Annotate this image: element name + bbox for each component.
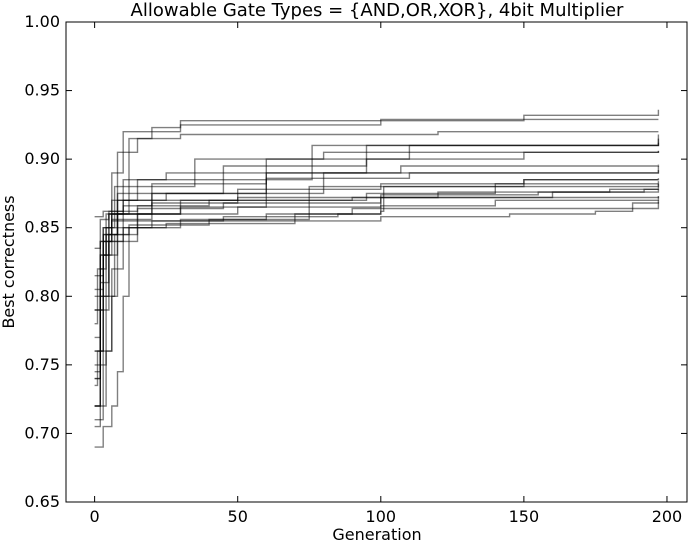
chart-title: Allowable Gate Types = {AND,OR,XOR}, 4bi… xyxy=(131,0,624,21)
series-line-19 xyxy=(94,164,660,297)
x-tick-label: 0 xyxy=(90,507,100,526)
plot-lines xyxy=(94,109,660,448)
y-tick-label: 0.85 xyxy=(24,218,60,237)
y-tick-label: 0.65 xyxy=(24,492,60,511)
series-line-18 xyxy=(94,150,660,291)
series-line-11 xyxy=(94,189,660,339)
x-axis-label: Generation xyxy=(332,525,421,544)
y-axis: 0.65 0.70 0.75 0.80 0.85 0.90 0.95 1.00 xyxy=(24,12,687,511)
series-line-2 xyxy=(94,134,660,407)
y-tick-label: 0.70 xyxy=(24,423,60,442)
x-tick-label: 150 xyxy=(509,507,540,526)
y-tick-label: 0.75 xyxy=(24,355,60,374)
x-tick-label: 200 xyxy=(652,507,683,526)
series-line-3 xyxy=(94,131,659,352)
x-tick-label: 50 xyxy=(228,507,248,526)
plot-frame xyxy=(65,21,688,503)
series-line-1 xyxy=(94,118,659,380)
y-tick-label: 0.80 xyxy=(24,286,60,305)
series-line-5 xyxy=(94,196,660,428)
series-line-21 xyxy=(94,109,660,352)
series-line-10 xyxy=(94,183,659,366)
series-line-22 xyxy=(94,150,660,311)
x-axis: 0 50 100 150 200 xyxy=(90,22,683,526)
x-tick-label: 100 xyxy=(366,507,397,526)
y-tick-label: 1.00 xyxy=(24,12,60,31)
y-tick-label: 0.95 xyxy=(24,81,60,100)
series-line-16 xyxy=(94,196,660,373)
y-axis-label: Best correctness xyxy=(0,195,18,328)
series-line-20 xyxy=(94,200,660,407)
y-tick-label: 0.90 xyxy=(24,149,60,168)
